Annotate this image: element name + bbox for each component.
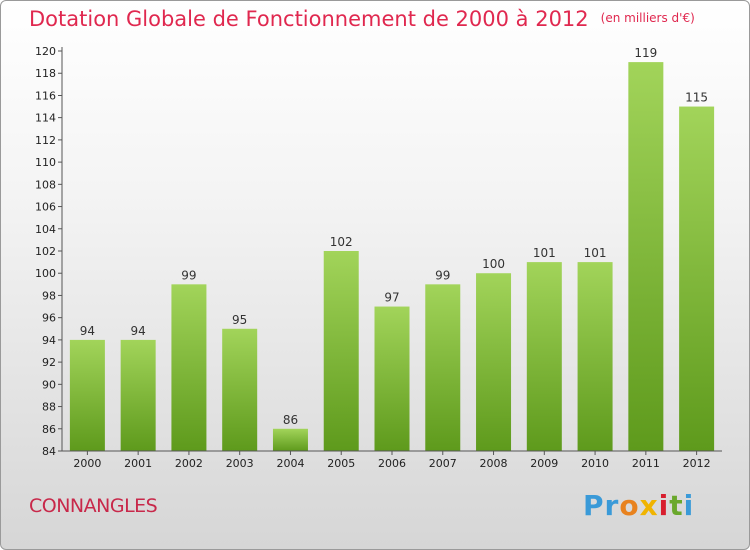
bar: [679, 106, 715, 452]
y-tick-label: 114: [35, 112, 56, 125]
bar: [171, 284, 207, 451]
data-label: 86: [283, 413, 298, 427]
y-tick-label: 120: [35, 45, 56, 58]
bar: [272, 428, 308, 451]
x-tick-label: 2005: [327, 457, 355, 470]
x-tick-label: 2009: [530, 457, 558, 470]
y-tick-label: 96: [42, 312, 56, 325]
y-tick-label: 90: [42, 378, 56, 391]
y-tick-label: 112: [35, 134, 56, 147]
x-tick-label: 2003: [226, 457, 254, 470]
y-tick-label: 102: [35, 245, 56, 258]
bar: [425, 284, 461, 451]
bar: [69, 339, 105, 451]
bar: [628, 62, 664, 451]
proxiti-logo: Proxiti: [583, 489, 694, 522]
x-tick-label: 2012: [683, 457, 711, 470]
bar: [476, 273, 512, 451]
data-label: 94: [80, 324, 95, 338]
data-label: 99: [435, 268, 450, 282]
logo-part: t: [669, 489, 684, 522]
logo-part: i: [658, 489, 670, 522]
data-label: 115: [685, 91, 708, 105]
x-tick-label: 2006: [378, 457, 406, 470]
bar: [323, 251, 359, 451]
x-tick-label: 2007: [429, 457, 457, 470]
y-tick-label: 118: [35, 67, 56, 80]
y-tick-label: 108: [35, 178, 56, 191]
x-tick-label: 2001: [124, 457, 152, 470]
data-label: 97: [384, 291, 399, 305]
data-label: 101: [584, 246, 607, 260]
y-tick-label: 100: [35, 267, 56, 280]
chart-unit: (en milliers d'€): [600, 11, 695, 25]
y-tick-label: 94: [42, 334, 56, 347]
logo-part: x: [639, 489, 659, 522]
bar: [120, 339, 156, 451]
x-tick-label: 2008: [480, 457, 508, 470]
bar: [526, 262, 562, 451]
x-tick-label: 2010: [581, 457, 609, 470]
y-tick-label: 104: [35, 223, 56, 236]
data-label: 95: [232, 313, 247, 327]
y-tick-label: 116: [35, 89, 56, 102]
y-tick-label: 92: [42, 356, 56, 369]
x-tick-label: 2011: [632, 457, 660, 470]
data-label: 94: [131, 324, 146, 338]
bar: [374, 306, 410, 451]
logo-part: i: [683, 489, 695, 522]
y-tick-label: 84: [42, 445, 56, 458]
x-tick-label: 2002: [175, 457, 203, 470]
chart-title-text: Dotation Globale de Fonctionnement de 20…: [29, 7, 589, 31]
data-label: 119: [634, 46, 657, 60]
commune-name: CONNANGLES: [29, 495, 158, 517]
y-tick-label: 88: [42, 401, 56, 414]
data-label: 102: [330, 235, 353, 249]
y-tick-label: 86: [42, 423, 56, 436]
y-tick-label: 98: [42, 289, 56, 302]
chart-title: Dotation Globale de Fonctionnement de 20…: [29, 7, 695, 31]
data-label: 100: [482, 257, 505, 271]
logo-part: o: [619, 489, 640, 522]
data-label: 101: [533, 246, 556, 260]
y-tick-label: 106: [35, 201, 56, 214]
logo-part: Pr: [583, 489, 620, 522]
bar: [222, 328, 258, 451]
y-tick-label: 110: [35, 156, 56, 169]
x-tick-label: 2000: [73, 457, 101, 470]
data-label: 99: [181, 268, 196, 282]
bar: [577, 262, 613, 451]
x-tick-label: 2004: [276, 457, 304, 470]
